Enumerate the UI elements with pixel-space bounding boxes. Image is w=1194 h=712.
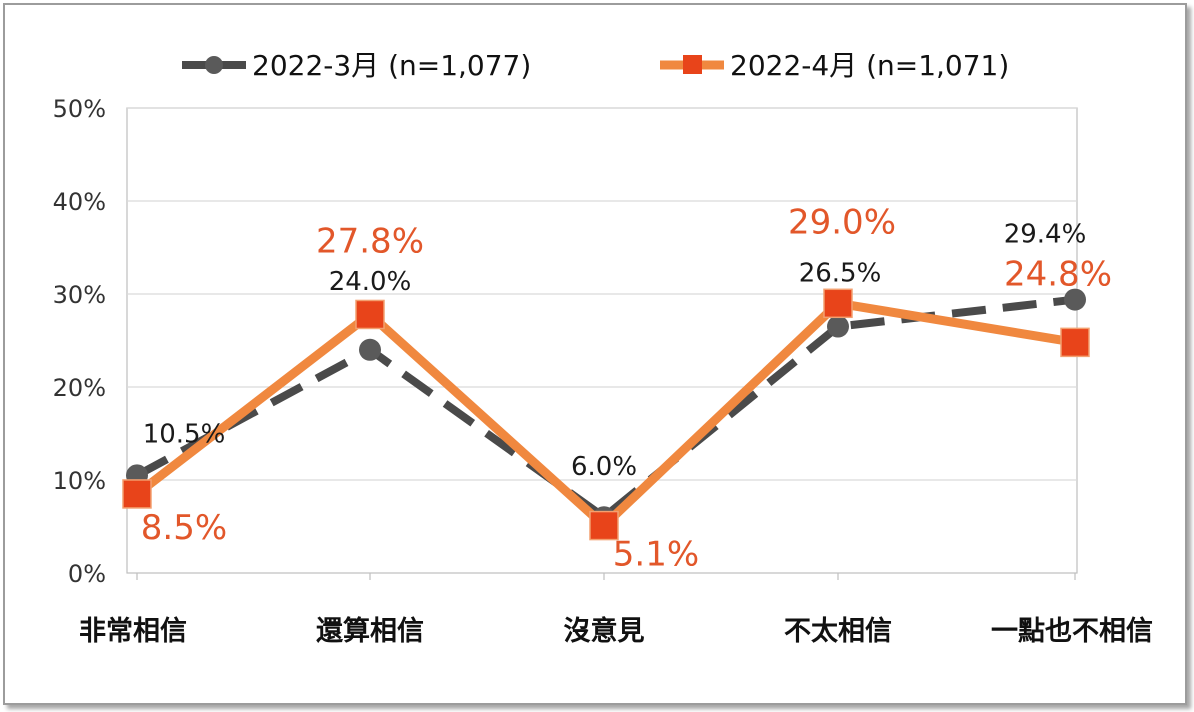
plot-area — [126, 107, 1078, 574]
x-tick-marks — [136, 573, 1076, 580]
x-tick-label: 還算相信 — [316, 615, 424, 647]
point-2022-4 — [355, 299, 385, 330]
data-label-2022-4: 27.8% — [316, 221, 424, 261]
series-layer — [122, 288, 1090, 541]
legend: 2022-3月 (n=1,077) 2022-4月 (n=1,071) — [182, 49, 1009, 82]
grid-lines — [127, 107, 1077, 481]
legend-marker-2022-3 — [205, 56, 223, 74]
point-2022-3 — [1064, 288, 1086, 311]
y-axis-labels: 0% 10% 20% 30% 40% 50% — [53, 95, 106, 588]
data-label-2022-3: 26.5% — [799, 259, 882, 289]
x-tick-label: 沒意見 — [564, 615, 645, 647]
data-label-2022-4: 5.1% — [613, 535, 699, 575]
legend-marker-2022-4 — [683, 55, 702, 74]
point-2022-4 — [823, 288, 853, 319]
x-tick-label: 不太相信 — [784, 616, 892, 647]
y-tick-label: 50% — [53, 95, 106, 123]
data-label-2022-4: 29.0% — [788, 202, 896, 242]
x-axis-labels: 非常相信 還算相信 沒意見 不太相信 一點也不相信 — [79, 615, 1153, 647]
data-label-2022-3: 24.0% — [329, 267, 412, 297]
y-tick-label: 10% — [53, 467, 106, 495]
point-2022-4 — [1060, 327, 1090, 358]
x-tick-label: 非常相信 — [79, 616, 187, 647]
data-label-2022-4: 8.5% — [141, 508, 227, 548]
x-tick-label: 一點也不相信 — [991, 616, 1153, 647]
y-tick-label: 40% — [53, 188, 106, 216]
legend-label-2022-3: 2022-3月 (n=1,077) — [252, 49, 531, 82]
point-2022-4 — [589, 510, 619, 541]
y-tick-label: 30% — [53, 281, 106, 309]
legend-label-2022-4: 2022-4月 (n=1,071) — [730, 49, 1009, 82]
data-labels: 10.5% 24.0% 6.0% 26.5% 29.4% 8.5% 27.8% 5.1% 29.… — [141, 202, 1112, 574]
point-2022-3 — [827, 315, 849, 338]
data-label-2022-3: 6.0% — [571, 452, 637, 482]
point-2022-4 — [122, 479, 152, 509]
y-tick-label: 0% — [68, 560, 106, 588]
data-label-2022-3: 10.5% — [143, 419, 226, 449]
data-label-2022-3: 29.4% — [1004, 220, 1087, 250]
y-tick-label: 20% — [53, 374, 106, 402]
data-label-2022-4: 24.8% — [1004, 254, 1112, 294]
point-2022-3 — [359, 338, 381, 361]
